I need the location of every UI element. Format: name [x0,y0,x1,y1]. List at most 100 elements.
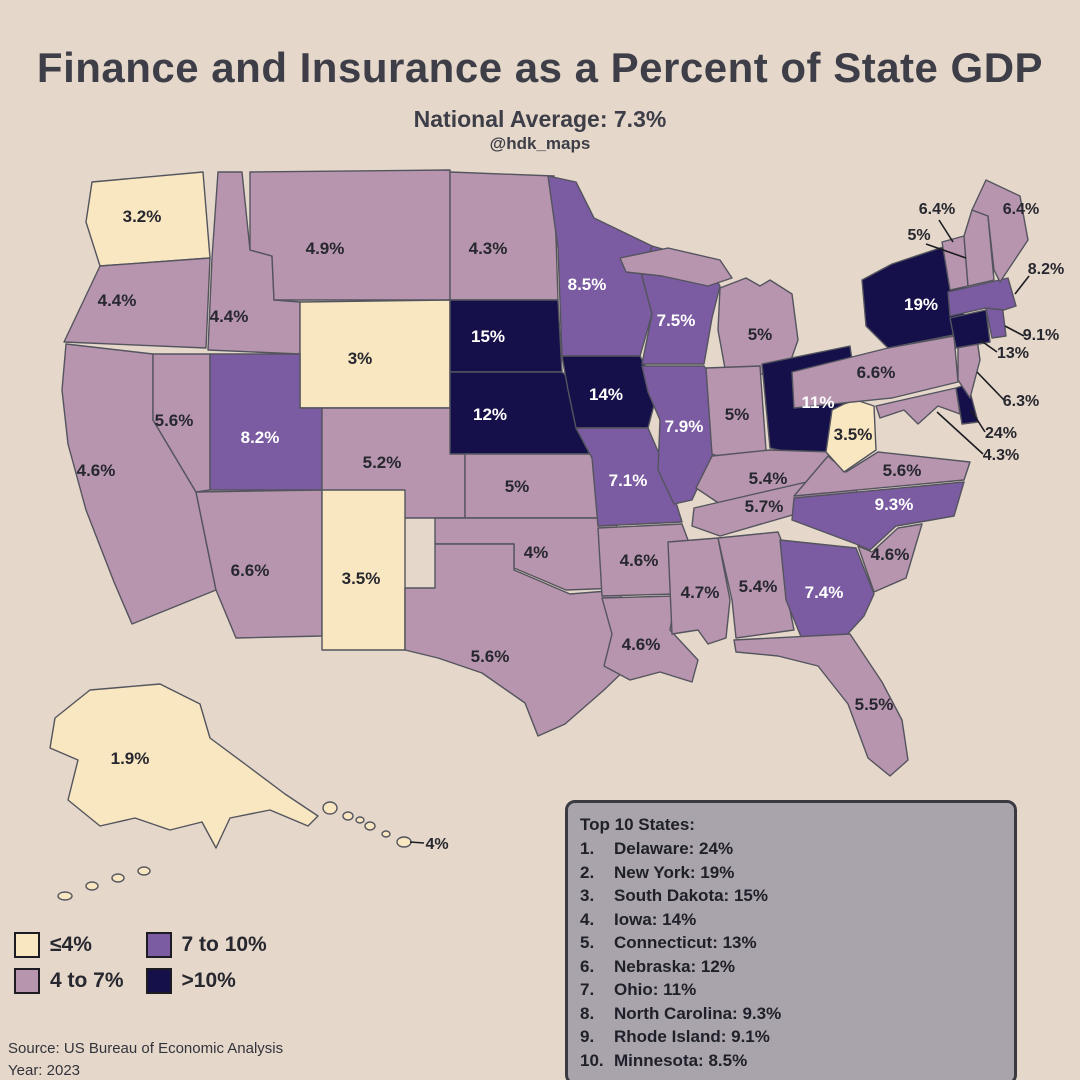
state-hawaii-island [396,836,412,848]
state-labels-layer: 3.2% 4.4% 4.6% 5.6% 4.4% 4.9% 3% 8.2% 5.… [77,201,1065,853]
label-oregon: 4.4% [98,291,137,310]
state-south-dakota [449,299,563,373]
state-michigan-upper [619,247,733,287]
label-nevada: 5.6% [155,411,194,430]
top10-text-8: North Carolina: 9.3% [614,1003,782,1023]
label-minnesota: 8.5% [568,275,607,294]
leader-line-hawaii [409,841,425,844]
state-massachusetts [947,277,1017,317]
state-michigan [717,277,799,375]
state-oregon [63,257,211,349]
label-texas: 5.6% [471,647,510,666]
legend: ≤4% 4 to 7% 7 to 10% >10% [14,932,267,994]
top10-text-4: Iowa: 14% [614,909,697,929]
label-wisconsin: 7.5% [657,311,696,330]
label-kansas: 5% [505,477,530,496]
top10-row-2: 2. New York: 19% [580,861,1002,885]
state-montana [249,169,451,301]
leader-line-connecticut [979,339,998,353]
label-georgia: 7.4% [805,583,844,602]
state-hawaii-island [364,821,376,831]
state-hawaii-island [342,811,354,821]
label-west-virginia: 3.5% [834,425,873,444]
top10-rank-4: 4. [580,909,595,929]
top10-rank-1: 1. [580,839,595,858]
label-arizona: 6.6% [231,561,270,580]
label-rhode-island: 9.1% [1023,327,1059,344]
legend-label-gt10: >10% [181,969,236,992]
legend-label-7to10: 7 to 10% [181,933,267,956]
alaska-aleutian-island [111,873,125,883]
top10-row-5: 5. Connecticut: 13% [580,931,1002,955]
legend-item-7to10: 7 to 10% [145,932,267,958]
top10-text-3: South Dakota: 15% [614,886,768,905]
label-maine: 6.4% [1003,201,1039,218]
label-massachusetts: 8.2% [1028,261,1064,278]
leader-line-new-jersey [976,371,1005,401]
label-nebraska: 12% [473,405,507,424]
state-south-carolina [857,523,923,593]
state-connecticut [949,309,991,349]
label-michigan: 5% [748,325,773,344]
state-hawaii-island [381,830,391,838]
top10-row-4: 4. Iowa: 14% [580,908,1002,932]
label-north-dakota: 4.3% [469,239,508,258]
top10-row-3: 3. South Dakota: 15% [580,884,1002,908]
us-choropleth-map: 3.2% 4.4% 4.6% 5.6% 4.4% 4.9% 3% 8.2% 5.… [49,169,1064,901]
alaska-aleutian-island [57,891,73,901]
state-hawaii-island [355,816,365,824]
source-note: Source: US Bureau of Economic Analysis [8,1040,284,1057]
state-virginia [793,451,971,497]
label-kentucky: 5.4% [749,469,788,488]
label-montana: 4.9% [306,239,345,258]
legend-item-gt10: >10% [145,968,267,994]
top10-row-1: 1. Delaware: 24% [580,837,1002,861]
leader-lines-layer [409,219,1030,844]
top10-rank-2: 2. [580,862,595,882]
top10-text-2: New York: 19% [614,862,735,882]
top10-text-10: Minnesota: 8.5% [614,1050,748,1070]
top10-panel: Top 10 States: 1. Delaware: 24% 2. New Y… [565,800,1017,1080]
top10-rank-6: 6. [580,956,595,976]
alaska-aleutian-island [137,866,151,876]
label-colorado: 5.2% [363,453,402,472]
leader-line-new-hampshire [925,243,967,259]
label-ohio: 11% [801,393,834,412]
state-georgia [779,539,875,645]
label-delaware: 24% [985,425,1017,442]
label-wyoming: 3% [348,349,373,368]
label-florida: 5.5% [855,695,894,714]
legend-label-lte4: ≤4% [50,933,92,956]
legend-swatch-7to10 [145,932,172,958]
label-mississippi: 4.7% [681,583,720,602]
top10-title: Top 10 States: [580,815,695,834]
label-arkansas: 4.6% [620,551,659,570]
state-arizona [195,489,323,639]
label-new-jersey: 6.3% [1003,393,1039,410]
top10-text-1: Delaware: 24% [614,839,734,858]
label-vermont: 6.4% [919,201,955,218]
state-wyoming [299,299,451,409]
label-tennessee: 5.7% [745,497,784,516]
label-pennsylvania: 6.6% [857,363,896,382]
label-north-carolina: 9.3% [875,495,914,514]
legend-item-4to7: 4 to 7% [14,968,124,994]
top10-row-7: 7. Ohio: 11% [580,978,1002,1002]
top10-rank-10: 10. [580,1050,604,1070]
label-indiana: 5% [725,405,750,424]
top10-row-9: 9. Rhode Island: 9.1% [580,1025,1002,1049]
states-layer [49,169,1029,901]
top10-text-7: Ohio: 11% [614,980,697,999]
top10-rank-3: 3. [580,886,595,905]
label-iowa: 14% [589,385,623,404]
top10-text-9: Rhode Island: 9.1% [614,1027,770,1046]
national-average: National Average: 7.3% [413,106,667,132]
state-maine [971,179,1029,283]
legend-swatch-4to7 [14,968,40,994]
top10-rank-7: 7. [580,980,595,999]
author-handle: @hdk_maps [489,134,591,153]
legend-label-4to7: 4 to 7% [50,969,124,992]
state-west-virginia [825,399,877,473]
legend-swatch-lte4 [14,932,40,958]
